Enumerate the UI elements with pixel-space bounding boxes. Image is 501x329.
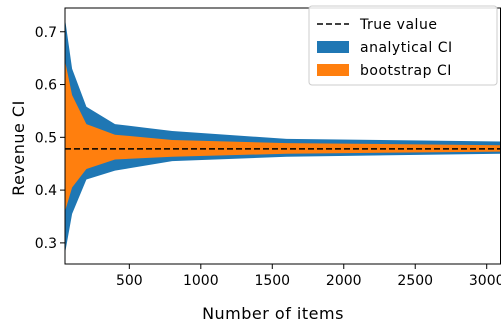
analytical-ci-band	[65, 18, 501, 254]
legend-analytical-ci-swatch	[317, 41, 349, 53]
y-tick-label: 0.3	[35, 236, 57, 252]
legend-true-value-label: True value	[359, 17, 437, 33]
legend-analytical-ci-label: analytical CI	[360, 40, 453, 56]
ci-bands	[65, 18, 501, 254]
x-tick-label: 2000	[326, 273, 362, 289]
y-tick-label: 0.4	[35, 183, 57, 199]
legend: True value analytical CI bootstrap CI	[308, 5, 498, 86]
legend-bootstrap-ci-label: bootstrap CI	[360, 63, 452, 79]
legend-box	[308, 5, 498, 86]
y-tick-label: 0.7	[35, 25, 57, 41]
y-axis-ticks: 0.3 0.4 0.5 0.6 0.7	[35, 25, 65, 252]
x-tick-label: 2500	[397, 273, 433, 289]
x-tick-label: 3000	[469, 273, 501, 289]
x-axis-ticks: 500 1000 1500 2000 2500 3000	[116, 264, 501, 289]
x-tick-label: 500	[116, 273, 143, 289]
y-tick-label: 0.5	[35, 130, 57, 146]
y-axis-title: Revenue CI	[9, 100, 28, 196]
x-tick-label: 1500	[254, 273, 290, 289]
y-tick-label: 0.6	[35, 78, 57, 94]
legend-bootstrap-ci-swatch	[317, 64, 349, 76]
x-axis-title: Number of items	[202, 304, 344, 323]
x-tick-label: 1000	[183, 273, 219, 289]
